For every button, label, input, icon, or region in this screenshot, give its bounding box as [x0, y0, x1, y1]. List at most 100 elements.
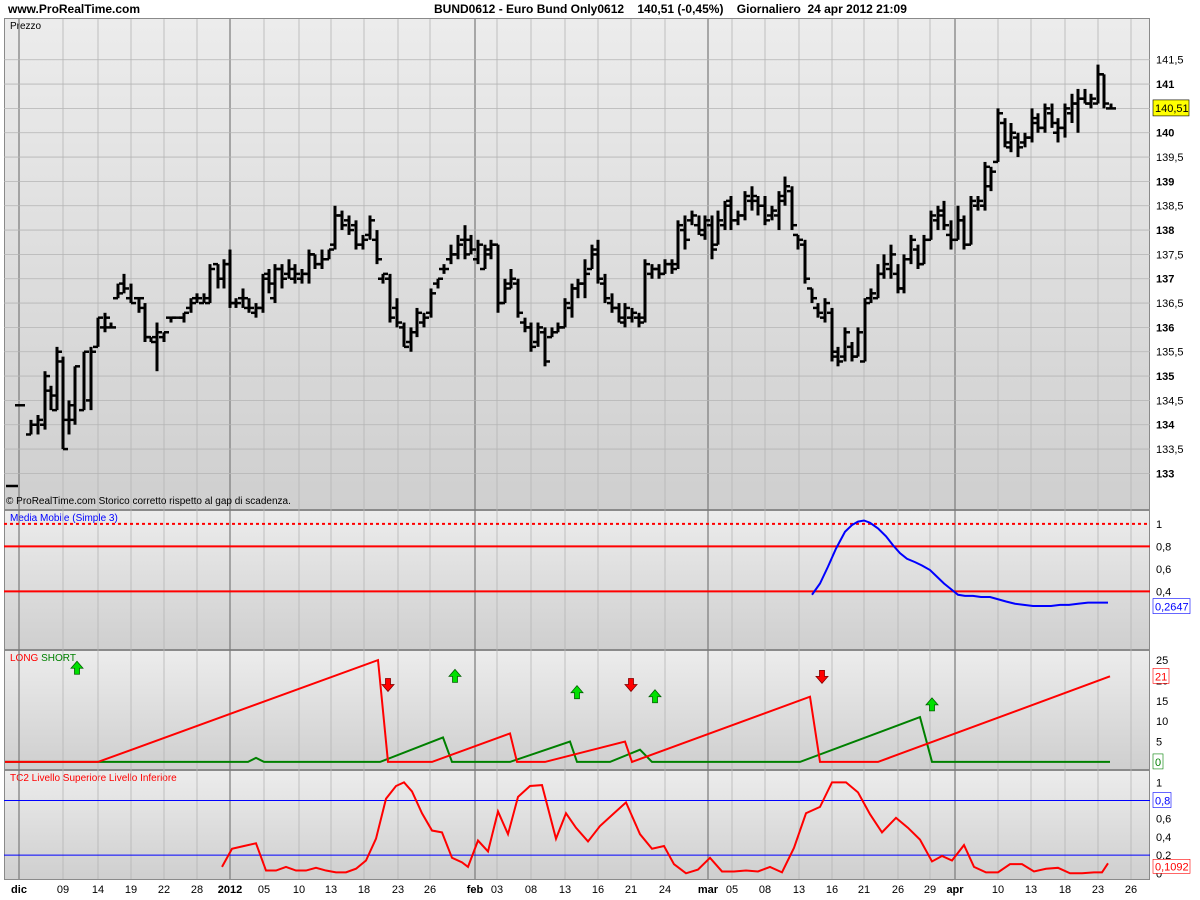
short-last-box	[1152, 753, 1164, 770]
y-tick-label: 139	[1156, 176, 1174, 188]
tc2-last-label: 0,1092	[1155, 861, 1189, 873]
long-last-label: 21	[1155, 671, 1167, 683]
y-tick-label: 140	[1156, 128, 1174, 140]
x-tick-label: 13	[793, 884, 805, 896]
x-tick-label: 26	[1125, 884, 1137, 896]
x-tick-label: 05	[726, 884, 738, 896]
x-tick-label: 09	[57, 884, 69, 896]
y-tick-label: 138	[1156, 225, 1174, 237]
x-tick-label: 28	[191, 884, 203, 896]
y-tick-label: 135,5	[1156, 347, 1184, 359]
buy-arrow-icon	[70, 660, 84, 675]
x-tick-label: 22	[158, 884, 170, 896]
x-tick-label: 19	[125, 884, 137, 896]
long-line	[5, 658, 1111, 764]
x-tick-label: 03	[491, 884, 503, 896]
y-tick-label: 1	[1156, 519, 1162, 531]
x-tick-label: 05	[258, 884, 270, 896]
x-tick-label: 14	[92, 884, 104, 896]
x-tick-label: 10	[293, 884, 305, 896]
x-tick-label: apr	[946, 884, 964, 896]
y-tick-label: 15	[1156, 696, 1168, 708]
y-tick-label: 0,8	[1156, 541, 1171, 553]
x-tick-label: 18	[358, 884, 370, 896]
x-tick-label: 21	[625, 884, 637, 896]
sell-arrow-icon	[381, 678, 395, 693]
y-tick-label: 135	[1156, 371, 1174, 383]
price-pane[interactable]: Prezzo	[4, 18, 1150, 510]
ma-last-label: 0,2647	[1155, 602, 1189, 614]
x-tick-label: 29	[924, 884, 936, 896]
ma-line	[811, 519, 1108, 607]
y-tick-label: 141	[1156, 79, 1174, 91]
top-bar: www.ProRealTime.com BUND0612 - Euro Bund…	[0, 0, 1200, 18]
copyright-note: © ProRealTime.com Storico corretto rispe…	[6, 496, 291, 507]
tc2-upper-label: 0,8	[1155, 796, 1170, 808]
y-tick-label: 5	[1156, 737, 1162, 749]
y-tick-label: 133,5	[1156, 444, 1184, 456]
x-tick-label: 16	[592, 884, 604, 896]
short-last-label: 0	[1155, 757, 1161, 769]
short-line	[5, 715, 1110, 763]
buy-arrow-icon	[925, 697, 939, 712]
site-name[interactable]: www.ProRealTime.com	[8, 2, 141, 16]
y-tick-label: 25	[1156, 655, 1168, 667]
long-last-box	[1152, 668, 1170, 684]
y-tick-label: 1	[1156, 777, 1162, 789]
y-tick-label: 0,4	[1156, 832, 1171, 844]
x-tick-label: 13	[325, 884, 337, 896]
y-tick-label: 0,6	[1156, 564, 1171, 576]
tc2-line	[221, 781, 1109, 875]
sell-arrow-icon	[624, 678, 638, 693]
x-tick-label: feb	[467, 884, 484, 896]
y-tick-label: 136,5	[1156, 298, 1184, 310]
ma-pane[interactable]: Media Mobile (Simple 3)	[4, 510, 1150, 650]
y-tick-label: 139,5	[1156, 152, 1184, 164]
x-tick-label: 18	[1059, 884, 1071, 896]
x-tick-label: 13	[559, 884, 571, 896]
y-tick-label: 136	[1156, 322, 1174, 334]
y-tick-label: 133	[1156, 468, 1174, 480]
x-tick-label: 08	[525, 884, 537, 896]
last-price-label: 140,51	[1155, 103, 1189, 115]
x-tick-label: 21	[858, 884, 870, 896]
y-tick-label: 134	[1156, 420, 1175, 432]
price-pane-title: Prezzo	[10, 21, 42, 32]
last-price-box	[1152, 99, 1190, 117]
x-tick-label: 23	[392, 884, 404, 896]
x-tick-label: 10	[992, 884, 1004, 896]
y-tick-label: 0	[1156, 868, 1162, 880]
tc2-last-box	[1152, 859, 1191, 874]
tc2-upper-box	[1152, 792, 1172, 808]
buy-arrow-icon	[648, 689, 662, 704]
long-short-pane[interactable]: LONG SHORT	[4, 650, 1150, 770]
x-tick-label: 23	[1092, 884, 1104, 896]
x-tick-label: 26	[424, 884, 436, 896]
x-tick-label: mar	[698, 884, 719, 896]
instrument-title: BUND0612 - Euro Bund Only0612 140,51 (-0…	[434, 2, 907, 16]
ma-last-box	[1152, 598, 1191, 614]
y-tick-label: 134,5	[1156, 395, 1184, 407]
y-tick-label: 0,6	[1156, 814, 1171, 826]
x-tick-label: dic	[11, 884, 27, 896]
x-tick-label: 26	[892, 884, 904, 896]
y-tick-label: 141,5	[1156, 55, 1184, 67]
x-tick-label: 24	[659, 884, 671, 896]
y-tick-label: 10	[1156, 716, 1168, 728]
x-tick-label: 16	[826, 884, 838, 896]
long-legend: LONG	[10, 653, 39, 664]
y-tick-label: 138,5	[1156, 201, 1184, 213]
x-tick-label: 2012	[218, 884, 242, 896]
buy-arrow-icon	[570, 685, 584, 700]
y-tick-label: 137	[1156, 274, 1174, 286]
x-tick-label: 13	[1025, 884, 1037, 896]
sell-arrow-icon	[815, 669, 829, 684]
long-short-pane-title: LONG SHORT	[10, 653, 76, 664]
buy-arrow-icon	[448, 668, 462, 683]
ma-pane-title: Media Mobile (Simple 3)	[10, 513, 118, 524]
y-tick-label: 137,5	[1156, 249, 1184, 261]
x-tick-label: 08	[759, 884, 771, 896]
short-legend: SHORT	[41, 653, 76, 664]
tc2-pane[interactable]: TC2 Livello Superiore Livello Inferiore	[4, 770, 1150, 880]
